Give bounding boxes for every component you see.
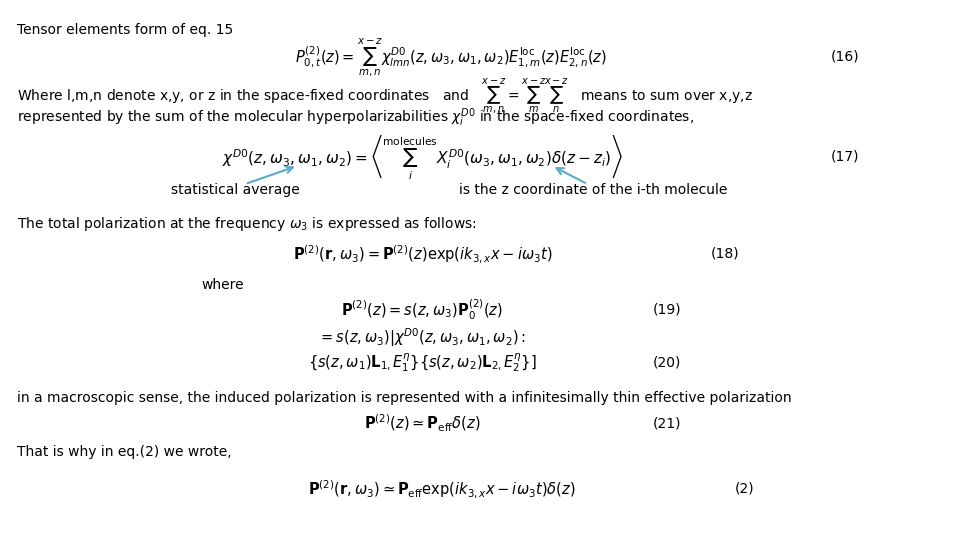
Text: (18): (18) — [710, 247, 739, 261]
Text: $\mathbf{P}^{(2)}(\mathbf{r},\omega_3) \simeq \mathbf{P}_{\mathrm{eff}} \exp(ik_: $\mathbf{P}^{(2)}(\mathbf{r},\omega_3) \… — [308, 478, 575, 500]
Text: $\mathbf{P}^{(2)}(\mathbf{r},\omega_3) = \mathbf{P}^{(2)}(z)\exp(ik_{3,x}x - i\o: $\mathbf{P}^{(2)}(\mathbf{r},\omega_3) =… — [293, 243, 552, 265]
Text: $= s(z,\omega_3)|\chi^{D0}(z,\omega_3,\omega_1,\omega_2):$: $= s(z,\omega_3)|\chi^{D0}(z,\omega_3,\o… — [319, 326, 526, 349]
Text: $\chi^{D0}(z,\omega_3,\omega_1,\omega_2) = \left\langle \sum_{i}^{\mathrm{molecu: $\chi^{D0}(z,\omega_3,\omega_1,\omega_2)… — [222, 133, 623, 180]
Text: (21): (21) — [653, 417, 682, 431]
Text: represented by the sum of the molecular hyperpolarizabilities $\chi_i^{D0}$ in t: represented by the sum of the molecular … — [17, 106, 694, 129]
Text: Where l,m,n denote x,y, or z in the space-fixed coordinates   and   $\sum_{m,n}^: Where l,m,n denote x,y, or z in the spac… — [17, 76, 754, 116]
Text: $\mathbf{P}^{(2)}(z) \simeq \mathbf{P}_{\mathrm{eff}}\delta(z)$: $\mathbf{P}^{(2)}(z) \simeq \mathbf{P}_{… — [364, 413, 481, 435]
Text: in a macroscopic sense, the induced polarization is represented with a infinites: in a macroscopic sense, the induced pola… — [17, 391, 792, 405]
Text: That is why in eq.(2) we wrote,: That is why in eq.(2) we wrote, — [17, 445, 232, 459]
Text: $\{s(z,\omega_1)\mathbf{L}_{1,}E_1^{\eta}\}\{s(z,\omega_2)\mathbf{L}_{2,}E_2^{\e: $\{s(z,\omega_1)\mathbf{L}_{1,}E_1^{\eta… — [308, 352, 537, 374]
Text: $\mathbf{P}^{(2)}(z) = s(z,\omega_3)\mathbf{P}_0^{(2)}(z)$: $\mathbf{P}^{(2)}(z) = s(z,\omega_3)\mat… — [342, 297, 503, 322]
Text: where: where — [202, 278, 244, 292]
Text: The total polarization at the frequency $\omega_3$ is expressed as follows:: The total polarization at the frequency … — [17, 215, 477, 233]
Text: (2): (2) — [734, 482, 754, 496]
Text: $P_{0,t}^{(2)}(z) = \sum_{m,n}^{x-z} \chi_{lmn}^{D0}(z,\omega_3,\omega_1,\omega_: $P_{0,t}^{(2)}(z) = \sum_{m,n}^{x-z} \ch… — [296, 36, 607, 78]
Text: Tensor elements form of eq. 15: Tensor elements form of eq. 15 — [17, 23, 233, 37]
Text: (20): (20) — [653, 356, 682, 370]
Text: is the z coordinate of the i-th molecule: is the z coordinate of the i-th molecule — [459, 183, 728, 197]
Text: (19): (19) — [653, 302, 682, 316]
Text: (17): (17) — [830, 150, 859, 164]
Text: (16): (16) — [830, 50, 859, 64]
Text: statistical average: statistical average — [171, 183, 300, 197]
